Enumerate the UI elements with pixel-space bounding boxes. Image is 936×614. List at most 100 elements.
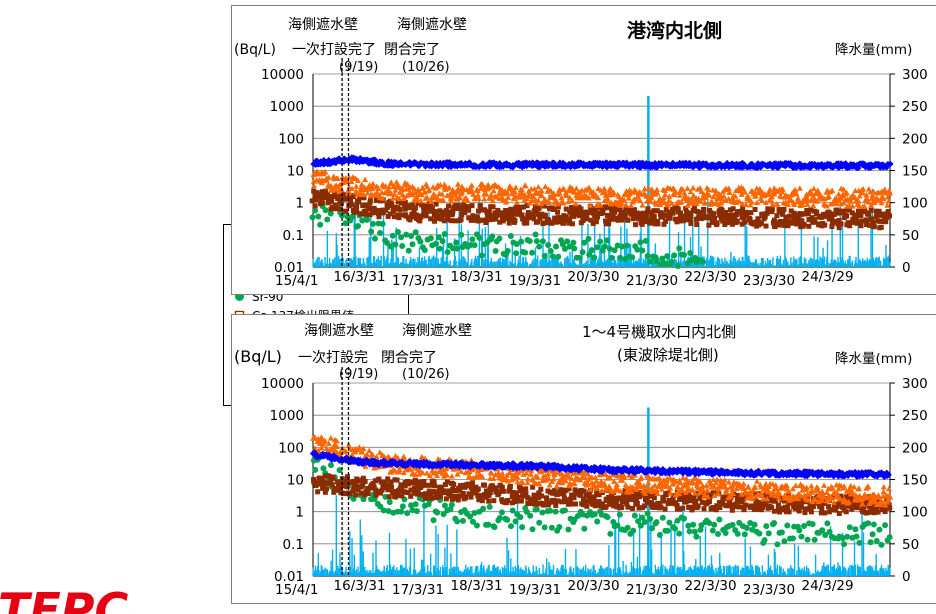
mark-sr90: [784, 522, 790, 528]
mark-sr90: [315, 213, 321, 219]
mark-sr90: [597, 239, 603, 245]
mark-cs137: [770, 207, 775, 212]
rain-bar: [705, 526, 706, 576]
mark-sr90: [876, 527, 882, 533]
rain-bar: [604, 568, 605, 576]
mark-cs137: [787, 509, 792, 514]
mark-cs137: [606, 221, 611, 226]
mark-sr90: [417, 239, 423, 245]
mark-cs137: [434, 202, 439, 207]
rain-bar: [848, 567, 849, 576]
mark-sr90: [548, 248, 554, 254]
rain-bar: [863, 532, 864, 576]
mark-sr90: [671, 252, 677, 258]
mark-cs137: [491, 498, 496, 503]
mark-sr90: [868, 539, 874, 545]
mark-sr90: [870, 531, 876, 537]
rain-bar: [715, 568, 716, 576]
mark-cs137: [491, 204, 496, 209]
mark-sr90: [533, 232, 539, 238]
mark-sr90: [536, 244, 542, 250]
mark-sr90: [762, 537, 768, 543]
mark-sr90: [639, 248, 645, 254]
annotation-date: (10/26): [402, 60, 450, 75]
mark-sr90: [372, 236, 378, 242]
mark-cs137: [630, 506, 635, 511]
mark-sr90: [562, 507, 568, 513]
mark-sr90: [454, 246, 460, 252]
mark-cs137: [570, 221, 575, 226]
mark-cs137: [501, 218, 506, 223]
mark-sr90: [798, 534, 804, 540]
rain-bar: [850, 263, 851, 267]
rain-bar: [536, 259, 537, 267]
mark-sr90: [882, 522, 888, 528]
mark-h3: [767, 187, 773, 193]
mark-cs137: [353, 492, 358, 497]
mark-cs137: [886, 209, 891, 214]
rain-bar: [573, 568, 574, 576]
rain-bar: [548, 194, 549, 267]
mark-sr90: [496, 236, 502, 242]
mark-sr90: [413, 501, 419, 507]
annotation-label: 海側遮水壁: [288, 17, 358, 33]
mark-sr90: [414, 508, 420, 514]
mark-sr90: [576, 255, 582, 261]
mark-sr90: [790, 535, 796, 541]
mark-h3: [684, 185, 690, 191]
mark-cs137: [759, 507, 764, 512]
mark-sr90: [513, 250, 519, 256]
rain-bar: [577, 264, 578, 267]
mark-cs137: [887, 213, 892, 218]
mark-cs137: [572, 495, 577, 500]
mark-sr90: [493, 248, 499, 254]
mark-sr90: [522, 250, 528, 256]
rain-bar: [787, 568, 788, 576]
mark-sr90: [887, 534, 893, 540]
mark-cs137: [731, 206, 736, 211]
mark-cs137: [459, 217, 464, 222]
rain-bar: [354, 555, 355, 576]
rain-bar: [724, 566, 725, 576]
mark-sr90: [565, 527, 571, 533]
mark-h3: [481, 196, 487, 202]
mark-cs137: [486, 499, 491, 504]
mark-sr90: [854, 534, 860, 540]
mark-sr90: [387, 499, 393, 505]
mark-cs137: [343, 479, 348, 484]
rain-bar: [807, 263, 808, 267]
mark-sr90: [368, 229, 374, 235]
mark-sr90: [317, 222, 323, 228]
mark-sr90: [460, 518, 466, 524]
mark-sr90: [519, 524, 525, 530]
mark-cs137: [524, 221, 529, 226]
rain-bar: [670, 526, 671, 576]
mark-sr90: [328, 462, 334, 468]
rain-bar: [813, 236, 814, 267]
mark-sr90: [392, 242, 398, 248]
mark-cs137: [671, 211, 676, 216]
mark-cs137: [363, 479, 368, 484]
rain-bar: [403, 568, 404, 576]
mark-sr90: [487, 504, 493, 510]
x-tick-label: 21/3/30: [626, 273, 678, 289]
rain-bar: [378, 256, 379, 267]
rain-bar: [553, 565, 554, 576]
mark-h3: [601, 185, 607, 191]
mark-cs137: [802, 222, 807, 227]
rain-bar: [595, 263, 596, 267]
rain-bar: [578, 568, 579, 576]
mark-cs137: [688, 213, 693, 218]
rain-bar: [691, 568, 692, 576]
mark-sr90: [399, 243, 405, 249]
mark-sr90: [730, 522, 736, 528]
mark-sr90: [580, 249, 586, 255]
rain-bar: [817, 237, 818, 267]
rain-bar: [587, 224, 588, 267]
rain-bar: [801, 568, 802, 576]
rain-bar: [438, 570, 439, 576]
rain-bar: [849, 565, 850, 576]
mark-cs137: [395, 478, 400, 483]
rain-bar: [835, 260, 836, 267]
mark-cs137: [315, 489, 320, 494]
